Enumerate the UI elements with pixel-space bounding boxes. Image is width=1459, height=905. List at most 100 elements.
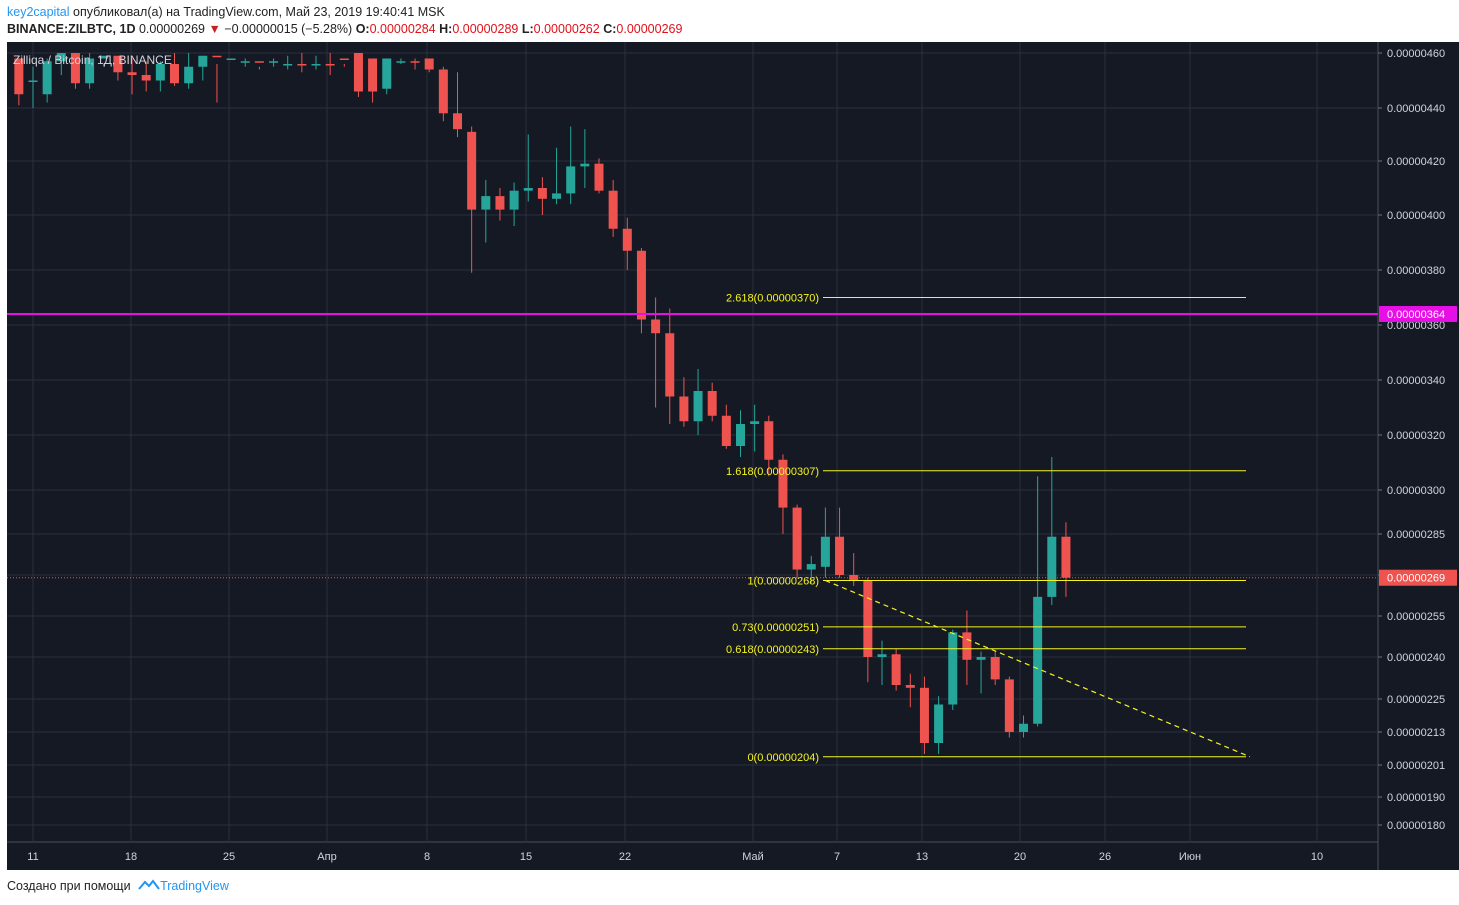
candle-body — [736, 424, 745, 446]
resistance-tag — [1379, 306, 1457, 322]
x-tick-label: 22 — [619, 851, 631, 863]
x-tick-label: 26 — [1099, 851, 1111, 863]
candle-body — [919, 687, 929, 743]
candle-body — [254, 61, 264, 63]
candle-body — [353, 53, 363, 92]
author-link[interactable]: key2capital — [7, 5, 70, 19]
last-price-label: 0.00000269 — [1387, 573, 1445, 585]
x-tick-label: Май — [742, 851, 764, 863]
symbol-label: BINANCE:ZILBTC, 1D — [7, 22, 136, 36]
candle-body — [835, 536, 845, 575]
price-change: −0.00000015 (−5.28%) — [224, 22, 353, 36]
candle-body — [537, 188, 547, 199]
candle-body — [721, 415, 731, 446]
candle-body — [226, 58, 236, 60]
tradingview-brand[interactable]: TradingView — [160, 879, 229, 893]
candle-body — [764, 421, 774, 460]
candle-body — [566, 166, 576, 194]
price-chart[interactable]: 0.00000460 0.00000440 0.00000420 0.00000400… — [0, 42, 1459, 870]
created-with-text: Создано при помощи — [7, 879, 131, 893]
candle-body — [877, 654, 887, 657]
y-tick-label: 0.00000180 — [1387, 820, 1445, 832]
candle-body — [368, 58, 378, 92]
candle-body — [481, 196, 491, 210]
close-value: 0.00000269 — [616, 22, 683, 36]
candle-body — [212, 55, 222, 58]
high-value: 0.00000289 — [452, 22, 519, 36]
candle-body — [127, 72, 137, 75]
candle-body — [990, 657, 1000, 680]
candle-body — [85, 58, 95, 84]
x-tick-label: Апр — [317, 851, 336, 863]
candle-body — [28, 80, 38, 82]
fib-level-label: 0(0.00000204) — [747, 752, 819, 764]
y-tick-label: 0.00000440 — [1387, 103, 1445, 115]
y-tick-label: 0.00000340 — [1387, 375, 1445, 387]
candle-body — [297, 64, 307, 66]
price-scale — [1378, 42, 1459, 870]
candle-body — [523, 188, 533, 191]
candle-body — [42, 61, 52, 95]
x-tick-label: 15 — [520, 851, 532, 863]
candle-body — [283, 64, 293, 66]
y-tick-label: 0.00000225 — [1387, 694, 1445, 706]
candle-body — [311, 64, 321, 66]
fib-level-label: 0.618(0.00000243) — [726, 644, 819, 656]
candle-body — [792, 507, 802, 570]
fib-level-label: 0.73(0.00000251) — [732, 622, 819, 634]
candle-body — [948, 632, 958, 705]
y-tick-label: 0.00000300 — [1387, 485, 1445, 497]
resistance-label: 0.00000364 — [1387, 309, 1445, 321]
x-tick-label: 20 — [1014, 851, 1026, 863]
high-label: H: — [439, 22, 453, 36]
candle-body — [594, 163, 604, 191]
y-tick-label: 0.00000190 — [1387, 792, 1445, 804]
y-tick-label: 0.00000360 — [1387, 320, 1445, 332]
y-tick-label: 0.00000285 — [1387, 529, 1445, 541]
y-tick-label: 0.00000240 — [1387, 652, 1445, 664]
trendline — [825, 579, 1251, 758]
x-tick-label: 25 — [223, 851, 235, 863]
candle-body — [198, 55, 208, 67]
down-arrow-icon: ▼ — [205, 22, 225, 36]
candle-body — [1061, 536, 1071, 578]
x-tick-label: 11 — [27, 851, 38, 863]
x-tick-label: Июн — [1179, 851, 1201, 863]
x-tick-label: 7 — [834, 851, 840, 863]
fib-level-label: 1.618(0.00000307) — [726, 466, 819, 478]
x-tick-label: 8 — [424, 851, 430, 863]
candle-body — [509, 190, 519, 210]
candle-body — [750, 421, 760, 424]
close-label: C: — [603, 22, 617, 36]
candle-body — [693, 391, 703, 422]
candle-body — [339, 58, 349, 60]
candle-body — [552, 193, 562, 199]
candle-body — [1019, 723, 1028, 732]
candle-body — [495, 196, 505, 210]
candle-body — [976, 657, 986, 660]
publish-info: key2capital опубликовал(а) на TradingVie… — [7, 5, 445, 19]
candle-body — [806, 564, 816, 570]
candle-body — [410, 61, 420, 63]
candle-body — [325, 64, 335, 66]
fib-level-label: 2.618(0.00000370) — [726, 293, 819, 305]
candle-body — [778, 459, 788, 508]
fib-level-label: 1(0.00000268) — [747, 575, 819, 587]
candle-body — [14, 58, 24, 95]
y-tick-label: 0.00000380 — [1387, 265, 1445, 277]
candle-body — [636, 250, 646, 320]
candle-body — [113, 55, 123, 73]
candle-body — [934, 704, 944, 743]
candle-body — [382, 58, 392, 89]
x-tick-label: 18 — [125, 851, 137, 863]
candle-body — [820, 536, 830, 567]
candle-body — [438, 69, 448, 114]
candle-body — [1047, 536, 1057, 597]
open-value: 0.00000284 — [369, 22, 436, 36]
candle-body — [269, 61, 279, 63]
candle-body — [608, 190, 618, 229]
footer: Создано при помощи TradingView — [7, 879, 229, 893]
published-text: опубликовал(а) на TradingView.com, Май 2… — [73, 5, 445, 19]
low-label: L: — [521, 22, 534, 36]
time-scale — [7, 842, 1378, 870]
